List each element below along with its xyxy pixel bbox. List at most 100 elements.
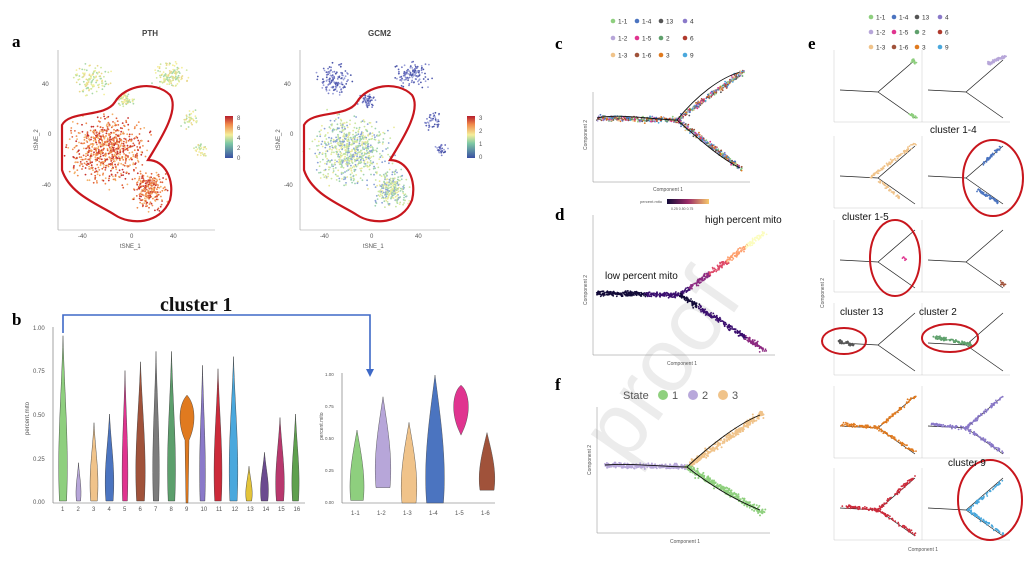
tsne-point — [369, 157, 371, 160]
tsne-point — [365, 138, 368, 140]
tsne-point — [78, 75, 81, 77]
tsne-point — [97, 84, 99, 87]
tsne-point — [316, 78, 319, 81]
tsne-point — [71, 136, 74, 138]
tsne-point — [161, 199, 163, 201]
tsne-point — [116, 152, 119, 155]
tsne-point — [143, 189, 146, 192]
trajectory-point — [753, 238, 756, 241]
tsne-point — [131, 145, 134, 148]
trajectory-point — [761, 231, 764, 233]
tsne-point — [353, 115, 356, 118]
trajectory-point — [698, 307, 700, 310]
tsne-point — [380, 197, 383, 200]
tsne-point — [350, 164, 352, 167]
tsne-point — [159, 80, 161, 83]
tsne-point — [349, 153, 352, 156]
tsne-point — [377, 190, 380, 193]
trajectory-point — [704, 278, 706, 280]
tsne-point — [318, 153, 320, 156]
tsne-point — [414, 65, 417, 68]
tsne-point — [123, 101, 126, 103]
tsne-point — [361, 179, 364, 182]
tsne-point — [329, 119, 332, 122]
tsne-point — [413, 68, 416, 70]
tsne-point — [350, 158, 352, 160]
tsne-point — [150, 202, 153, 205]
b-xtick: 11 — [216, 507, 223, 513]
tsne-point — [329, 74, 332, 77]
tsne-point — [330, 69, 332, 71]
tsne-point — [99, 164, 102, 167]
trajectory-point — [692, 303, 695, 305]
tsne-point — [325, 71, 328, 74]
b2-xtick: 1-5 — [455, 511, 464, 517]
tsne-point — [103, 129, 106, 131]
tsne-point — [159, 205, 162, 208]
tsne-point — [126, 149, 129, 152]
tsne-point — [85, 84, 88, 87]
tsne-point — [381, 192, 384, 195]
trajectory-point — [642, 293, 645, 295]
tsne-point — [93, 147, 96, 149]
tsne-point — [190, 122, 193, 124]
tsne-point — [124, 138, 127, 140]
trajectory-point — [684, 114, 687, 117]
tsne-point — [91, 85, 94, 88]
trajectory-point — [731, 81, 734, 83]
tsne-point — [358, 156, 361, 158]
tsne-point — [94, 156, 97, 159]
trajectory-point — [722, 155, 725, 158]
tsne-point — [393, 126, 395, 129]
trajectory-point — [695, 302, 698, 304]
gcm2-xlabel: tSNE_1 — [363, 244, 384, 250]
tsne-point — [168, 76, 171, 79]
tsne-point — [114, 165, 117, 168]
tsne-point — [121, 184, 124, 187]
tsne-point — [82, 142, 84, 145]
tsne-point — [141, 205, 144, 208]
tsne-point — [367, 99, 369, 102]
trajectory-point — [723, 153, 726, 156]
trajectory-point — [700, 136, 703, 139]
tsne-point — [374, 179, 377, 181]
tsne-point — [126, 133, 129, 136]
tsne-point — [85, 140, 88, 142]
violin-sub — [479, 432, 495, 491]
tsne-point — [96, 157, 99, 159]
tsne-point — [376, 134, 379, 137]
tsne-point — [328, 168, 330, 171]
tsne-point — [372, 161, 375, 164]
trajectory-point — [699, 278, 702, 281]
tsne-point — [319, 171, 322, 174]
trajectory-point — [734, 330, 737, 333]
tsne-point — [385, 148, 387, 150]
tsne-point — [166, 83, 169, 85]
tsne-point — [110, 131, 112, 134]
tsne-point — [120, 156, 123, 159]
tsne-point — [123, 140, 125, 143]
b-xtick: 12 — [232, 507, 239, 513]
trajectory-point — [647, 119, 649, 122]
tsne-point — [151, 188, 154, 191]
tsne-point — [329, 70, 331, 73]
tsne-point — [88, 74, 91, 77]
tsne-point — [82, 80, 85, 83]
tsne-point — [141, 175, 144, 178]
tsne-point — [322, 173, 325, 176]
tsne-point — [148, 181, 151, 184]
tsne-point — [127, 155, 129, 158]
trajectory-point — [710, 94, 713, 96]
tsne-point — [376, 162, 378, 165]
tsne-point — [336, 78, 339, 80]
trajectory-point — [620, 117, 623, 120]
trajectory-point — [758, 346, 761, 349]
b2-ytick: 0.50 — [325, 436, 334, 441]
tsne-point — [335, 150, 338, 153]
trajectory-point — [604, 294, 606, 296]
b-xtick: 7 — [154, 507, 158, 513]
tsne-point — [374, 167, 376, 170]
trajectory-point — [655, 295, 658, 297]
tsne-point — [139, 201, 141, 204]
tsne-point — [75, 69, 78, 71]
